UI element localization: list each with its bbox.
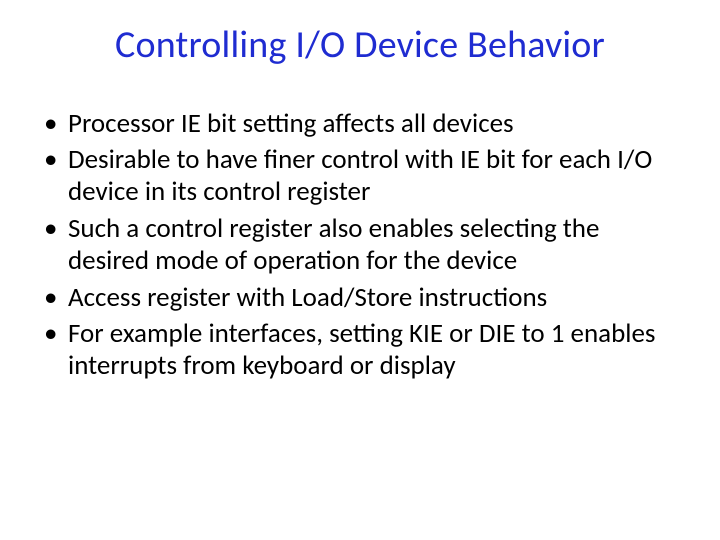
- slide: Controlling I/O Device Behavior Processo…: [0, 0, 720, 540]
- list-item: Such a control register also enables sel…: [40, 213, 680, 278]
- bullet-list: Processor IE bit setting affects all dev…: [40, 108, 680, 383]
- list-item: Desirable to have finer control with IE …: [40, 144, 680, 209]
- list-item: For example interfaces, setting KIE or D…: [40, 318, 680, 383]
- list-item: Access register with Load/Store instruct…: [40, 282, 680, 314]
- slide-title: Controlling I/O Device Behavior: [40, 24, 680, 68]
- list-item: Processor IE bit setting affects all dev…: [40, 108, 680, 140]
